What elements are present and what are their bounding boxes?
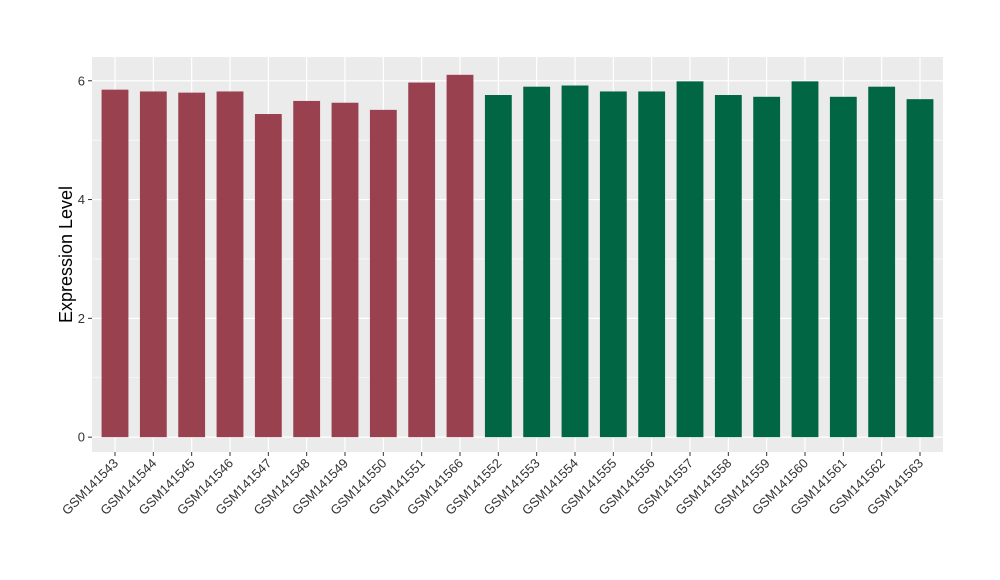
bar-GSM141547 [254,114,282,438]
bar-GSM141559 [753,96,781,438]
bar-GSM141549 [331,102,359,438]
bar-GSM141563 [906,99,934,438]
bar-GSM141558 [714,95,742,438]
bar-GSM141555 [599,91,627,438]
bars [101,74,934,438]
bar-GSM141553 [523,86,551,438]
bar-GSM141556 [638,91,666,438]
bar-GSM141550 [369,109,397,438]
bar-GSM141545 [178,92,206,438]
bar-GSM141562 [868,86,896,438]
bar-GSM141552 [484,95,512,438]
y-tick-label: 6 [78,73,85,88]
y-axis: 0 2 4 6 [78,73,92,445]
bar-GSM141543 [101,89,129,438]
bar-GSM141557 [676,81,704,438]
bar-GSM141566 [446,74,474,438]
bar-GSM141561 [829,96,857,438]
y-tick-label: 2 [78,311,85,326]
bar-GSM141560 [791,81,819,438]
bar-GSM141551 [408,82,436,438]
y-tick-label: 0 [78,430,85,445]
bar-GSM141544 [139,91,167,438]
bar-GSM141554 [561,85,589,438]
x-axis: GSM141543GSM141544GSM141545GSM141546GSM1… [59,452,926,518]
y-axis-title: Expression Level [56,186,76,323]
bar-GSM141546 [216,91,244,438]
y-tick-label: 4 [78,192,85,207]
bar-GSM141548 [293,100,321,438]
